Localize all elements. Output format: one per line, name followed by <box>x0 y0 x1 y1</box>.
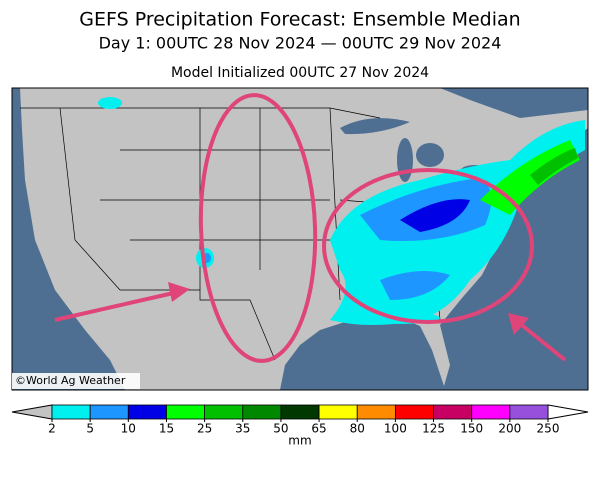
colorbar-swatch <box>318 404 358 420</box>
colorbar-label: 50 <box>273 422 288 436</box>
colorbar-swatch <box>280 404 320 420</box>
colorbar-label: 15 <box>159 422 174 436</box>
colorbar-swatch <box>204 404 244 420</box>
colorbar-swatch <box>509 404 549 420</box>
colorbar-swatch <box>471 404 511 420</box>
colorbar-label: 200 <box>498 422 521 436</box>
colorbar-label: 250 <box>537 422 560 436</box>
credit: ©World Ag Weather <box>15 374 126 387</box>
colorbar-label: 125 <box>422 422 445 436</box>
colorbar-swatch <box>356 404 396 420</box>
colorbar-over <box>547 404 589 420</box>
colorbar-swatch <box>242 404 282 420</box>
colorbar-label: 80 <box>350 422 365 436</box>
title: GEFS Precipitation Forecast: Ensemble Me… <box>79 9 520 31</box>
colorbar-label: 100 <box>384 422 407 436</box>
colorbar-label: 65 <box>311 422 326 436</box>
colorbar-label: 2 <box>48 422 56 436</box>
map: ©World Ag Weather <box>11 87 589 391</box>
subtitle: Day 1: 00UTC 28 Nov 2024 — 00UTC 29 Nov … <box>99 34 502 53</box>
colorbar-swatch <box>127 404 167 420</box>
colorbar-under <box>11 404 53 420</box>
colorbar-label: 35 <box>235 422 250 436</box>
colorbar-swatch <box>89 404 129 420</box>
colorbar-swatch <box>166 404 206 420</box>
init-time: Model Initialized 00UTC 27 Nov 2024 <box>171 65 429 81</box>
colorbar-label: 10 <box>121 422 136 436</box>
colorbar-unit: mm <box>288 434 311 448</box>
colorbar-label: 25 <box>197 422 212 436</box>
colorbar-swatch <box>433 404 473 420</box>
colorbar-swatch <box>394 404 434 420</box>
colorbar-swatch <box>51 404 91 420</box>
annotations <box>54 93 567 363</box>
colorbar-label: 150 <box>460 422 483 436</box>
colorbar-label: 5 <box>86 422 94 436</box>
